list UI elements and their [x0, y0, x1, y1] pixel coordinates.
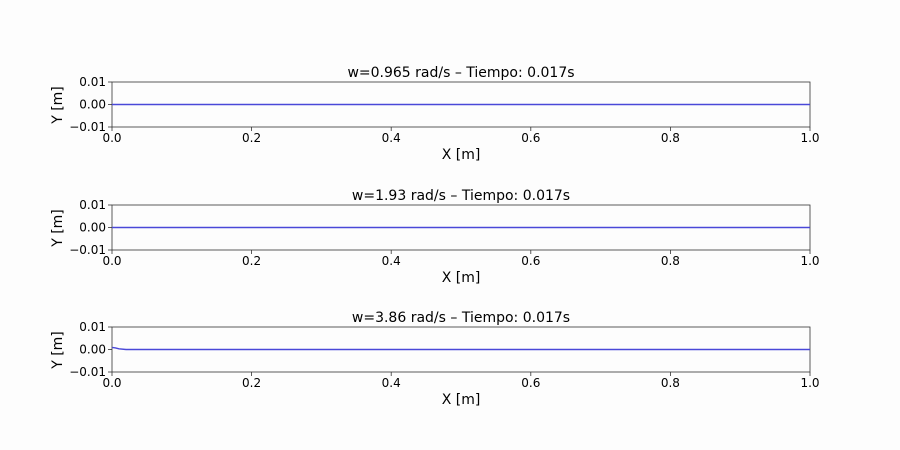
y-tick-label: 0.00 [79, 343, 106, 357]
y-tick-label: 0.01 [79, 75, 106, 89]
subplot-3-xlabel: X [m] [442, 392, 481, 408]
y-tick-label: 0.00 [79, 221, 106, 235]
y-tick-label: 0.01 [79, 320, 106, 334]
series-line [111, 346, 810, 351]
subplot-2-xlabel: X [m] [442, 270, 481, 286]
y-tick-label: 0.00 [79, 98, 106, 112]
subplot-1: w=0.965 rad/s – Tiempo: 0.017s Y [m] X [… [50, 65, 820, 163]
x-tick-label: 0.2 [242, 254, 261, 268]
x-tick-label: 1.0 [800, 376, 819, 390]
x-tick-label: 0.6 [521, 376, 540, 390]
x-tick-label: 0.6 [521, 131, 540, 145]
subplot-1-ticks: 0.0 0.2 0.4 0.6 0.8 1.0 0.01 0.00 −0.01 [69, 75, 819, 145]
subplot-2-ylabel: Y [m] [50, 209, 66, 248]
x-tick-label: 1.0 [800, 254, 819, 268]
subplot-3-ylabel: Y [m] [50, 331, 66, 370]
subplot-1-xlabel: X [m] [442, 147, 481, 163]
y-tick-label: −0.01 [69, 365, 106, 379]
subplot-2-title: w=1.93 rad/s – Tiempo: 0.017s [352, 188, 570, 204]
x-tick-label: 0.0 [102, 254, 121, 268]
x-tick-label: 0.8 [661, 131, 680, 145]
subplot-1-title: w=0.965 rad/s – Tiempo: 0.017s [347, 65, 574, 81]
x-tick-label: 0.8 [661, 254, 680, 268]
x-tick-label: 0.4 [382, 254, 401, 268]
x-tick-label: 1.0 [800, 131, 819, 145]
subplot-3-ticks: 0.0 0.2 0.4 0.6 0.8 1.0 0.01 0.00 −0.01 [69, 320, 819, 390]
x-tick-label: 0.6 [521, 254, 540, 268]
x-tick-label: 0.4 [382, 131, 401, 145]
y-tick-label: 0.01 [79, 198, 106, 212]
y-tick-label: −0.01 [69, 120, 106, 134]
x-tick-label: 0.4 [382, 376, 401, 390]
x-tick-label: 0.2 [242, 376, 261, 390]
x-tick-label: 0.2 [242, 131, 261, 145]
subplot-3-title: w=3.86 rad/s – Tiempo: 0.017s [352, 310, 570, 326]
subplot-2: w=1.93 rad/s – Tiempo: 0.017s Y [m] X [m… [50, 188, 820, 286]
x-tick-label: 0.0 [102, 131, 121, 145]
subplot-2-ticks: 0.0 0.2 0.4 0.6 0.8 1.0 0.01 0.00 −0.01 [69, 198, 819, 268]
subplot-3: w=3.86 rad/s – Tiempo: 0.017s Y [m] X [m… [50, 310, 820, 408]
x-tick-label: 0.0 [102, 376, 121, 390]
x-tick-label: 0.8 [661, 376, 680, 390]
subplot-3-series [111, 346, 810, 351]
subplot-1-ylabel: Y [m] [50, 86, 66, 125]
y-tick-label: −0.01 [69, 243, 106, 257]
